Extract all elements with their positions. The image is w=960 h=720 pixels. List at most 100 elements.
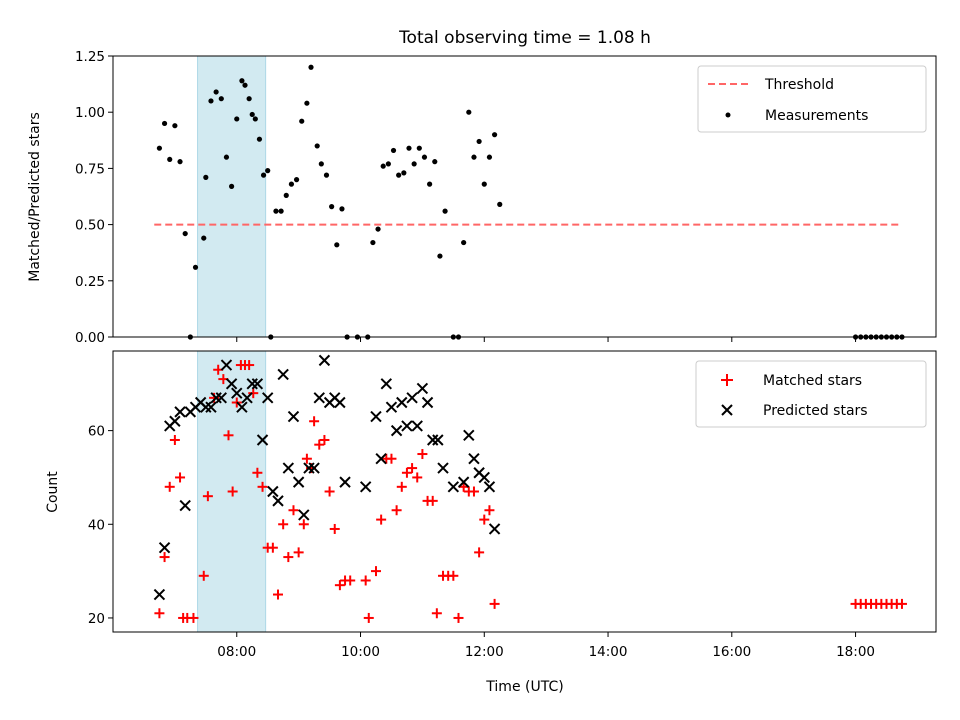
measurement-point (208, 98, 214, 104)
measurement-point (265, 168, 271, 174)
measurement-point (318, 161, 324, 167)
matched-star-point (417, 449, 428, 460)
bottom-axes-frame (112, 350, 937, 633)
measurement-point (283, 192, 289, 198)
matched-star-point (396, 481, 407, 492)
predicted-star-point (231, 387, 243, 399)
bottom-legend: Matched stars Predicted stars (695, 360, 927, 428)
measurement-point (201, 235, 207, 241)
measurement-point (223, 154, 230, 160)
matched-star-point (154, 608, 165, 619)
measurement-point (239, 78, 245, 84)
measurement-point (304, 100, 310, 106)
predicted-star-point (427, 434, 439, 446)
y-tick-label: 0.00 (75, 330, 105, 346)
predicted-star-point (447, 481, 460, 493)
predicted-star-point (277, 368, 289, 381)
predicted-star-point (179, 499, 191, 512)
predicted-star-point (153, 588, 166, 601)
matched-star-point (474, 547, 485, 558)
matched-star-point (489, 598, 500, 609)
measurement-point (314, 143, 320, 149)
predicted-star-point (256, 434, 269, 446)
predicted-star-point (432, 434, 444, 446)
predicted-star-point (282, 462, 295, 474)
measurement-point (192, 264, 199, 270)
measurement-point (432, 159, 438, 165)
measurement-point (396, 172, 402, 178)
predicted-star-point (267, 485, 279, 498)
y-tick-label: 40 (88, 517, 105, 533)
x-tick-label: 08:00 (217, 644, 256, 660)
measurement-point (370, 239, 376, 246)
predicted-star-point (339, 476, 351, 488)
measurement-point (218, 96, 224, 102)
matched-star-point (175, 472, 186, 483)
matched-star-point (391, 505, 402, 516)
measurement-point (249, 111, 255, 118)
predicted-star-point (421, 396, 434, 409)
matched-star-point (334, 580, 345, 591)
top-axes-frame (112, 55, 937, 338)
bottom-y-axis-label: Count (45, 471, 61, 513)
predicted-star-point (334, 396, 346, 409)
measurement-point (182, 230, 188, 237)
measurement-point (252, 116, 258, 122)
matched-star-point (257, 481, 268, 492)
predicted-star-point (385, 401, 398, 413)
measurement-point (260, 172, 267, 178)
measurement-point (461, 239, 467, 246)
predicted-star-point (457, 476, 470, 488)
matched-star-point (453, 612, 464, 623)
legend-matched-swatch (721, 374, 733, 386)
predicted-star-point (205, 401, 217, 413)
measurement-point (293, 177, 300, 183)
predicted-star-point (437, 462, 449, 474)
matched-star-point (298, 519, 309, 530)
predicted-star-point (200, 401, 212, 413)
bottom-panel: 20 40 60 08:00 10:00 12:00 14:00 16:00 18:00 Co… (45, 350, 937, 695)
matched-star-point (479, 514, 490, 525)
predicted-star-point (416, 382, 429, 395)
matched-star-point (252, 467, 263, 478)
measurement-point (273, 208, 279, 214)
predicted-star-point (158, 541, 171, 554)
measurement-point (442, 208, 448, 214)
predicted-star-point (251, 378, 264, 390)
measurement-point (486, 154, 493, 160)
measurement-point (416, 145, 422, 151)
measurement-point (323, 172, 330, 178)
measurement-point (213, 89, 219, 95)
matched-star-point (314, 439, 325, 450)
matched-star-point (324, 486, 335, 497)
top-legend: Threshold Measurements (697, 65, 927, 133)
predicted-star-point (359, 481, 372, 493)
matched-star-point (244, 360, 255, 371)
legend-predicted-label: Predicted stars (763, 403, 868, 419)
legend-matched-label: Matched stars (763, 373, 862, 389)
predicted-star-point (401, 420, 413, 432)
measurement-point (278, 208, 284, 214)
y-tick-label: 20 (88, 611, 105, 627)
measurement-point (380, 163, 386, 169)
measurement-point (375, 226, 381, 232)
measurement-point (329, 204, 335, 210)
matched-star-point (386, 453, 397, 464)
measurement-point (234, 116, 240, 122)
measurement-point (401, 170, 407, 176)
measurement-point (427, 181, 433, 187)
measurement-point (203, 174, 209, 180)
measurement-point (406, 145, 412, 151)
predicted-star-point (261, 392, 274, 404)
y-tick-label: 60 (88, 424, 105, 440)
matched-star-point (370, 566, 381, 577)
predicted-star-point (411, 420, 423, 432)
measurement-point (491, 132, 498, 138)
predicted-star-point (174, 406, 186, 418)
predicted-star-point (313, 392, 325, 404)
matched-star-point (278, 519, 289, 530)
predicted-star-point (468, 453, 480, 465)
matched-star-point (896, 598, 907, 609)
measurement-point (167, 156, 173, 163)
